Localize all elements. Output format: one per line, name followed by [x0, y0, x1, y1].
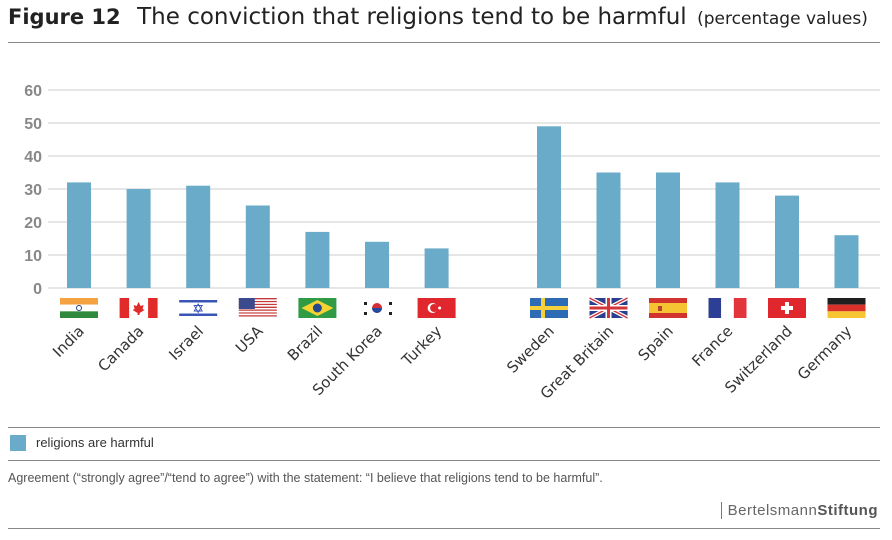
brand-part2: Stiftung — [817, 502, 878, 519]
y-tick-label: 10 — [24, 248, 42, 265]
x-tick-label: Sweden — [503, 322, 558, 377]
bar — [775, 195, 799, 288]
note-divider — [8, 460, 880, 461]
x-tick-label: France — [688, 322, 736, 370]
flag-icon — [708, 298, 747, 318]
flag-icon — [238, 298, 277, 318]
bar-chart: 0 10 20 30 40 50 60 India Canada Israel USA Brazil S… — [24, 83, 880, 403]
y-tick-label: 60 — [24, 83, 42, 100]
bar — [715, 182, 740, 288]
y-tick-label: 30 — [24, 182, 42, 199]
x-tick-label: Germany — [794, 322, 856, 384]
brand-logo: BertelsmannStiftung — [720, 502, 878, 519]
bar — [67, 182, 91, 288]
flag-icon — [179, 298, 218, 318]
flag-icon — [588, 296, 629, 320]
bar — [305, 231, 330, 288]
figure-title: The conviction that religions tend to be… — [137, 4, 687, 30]
x-tick-label: Israel — [165, 322, 207, 364]
flag-icon — [649, 298, 687, 318]
x-tick-label: India — [49, 322, 88, 361]
header-divider — [8, 42, 880, 43]
bar — [365, 241, 389, 288]
figure-subtitle: (percentage values) — [697, 9, 868, 29]
flag-icon — [60, 298, 98, 318]
footnote: Agreement (“strongly agree”/“tend to agr… — [8, 471, 603, 485]
flag-icon — [768, 298, 806, 318]
bar — [186, 185, 211, 288]
legend-divider — [8, 427, 880, 428]
bar — [596, 172, 621, 288]
bar — [656, 172, 680, 288]
flag-icon — [530, 298, 568, 318]
legend-swatch — [10, 435, 26, 451]
bar — [245, 205, 270, 288]
y-tick-label: 0 — [33, 281, 42, 298]
x-tick-label: Canada — [94, 322, 147, 375]
flag-icon — [298, 298, 337, 318]
bar — [537, 126, 561, 288]
figure-header: Figure 12 The conviction that religions … — [8, 4, 880, 40]
x-tick-label: Spain — [634, 322, 676, 364]
flag-icon — [358, 298, 396, 318]
bar — [834, 235, 859, 288]
flag-icon — [827, 298, 866, 318]
x-tick-label: USA — [232, 322, 267, 357]
figure-label: Figure 12 — [8, 5, 121, 29]
legend-label: religions are harmful — [36, 435, 154, 450]
y-tick-label: 50 — [24, 116, 42, 133]
x-tick-label: Brazil — [284, 322, 326, 364]
y-tick-label: 40 — [24, 149, 42, 166]
y-tick-label: 20 — [24, 215, 42, 232]
bar — [424, 248, 449, 288]
flag-icon — [119, 298, 158, 318]
x-tick-label: Turkey — [397, 322, 445, 370]
brand-part1: Bertelsmann — [727, 502, 818, 519]
bar — [126, 189, 151, 288]
footer-divider — [8, 528, 880, 529]
flag-icon — [417, 298, 456, 318]
